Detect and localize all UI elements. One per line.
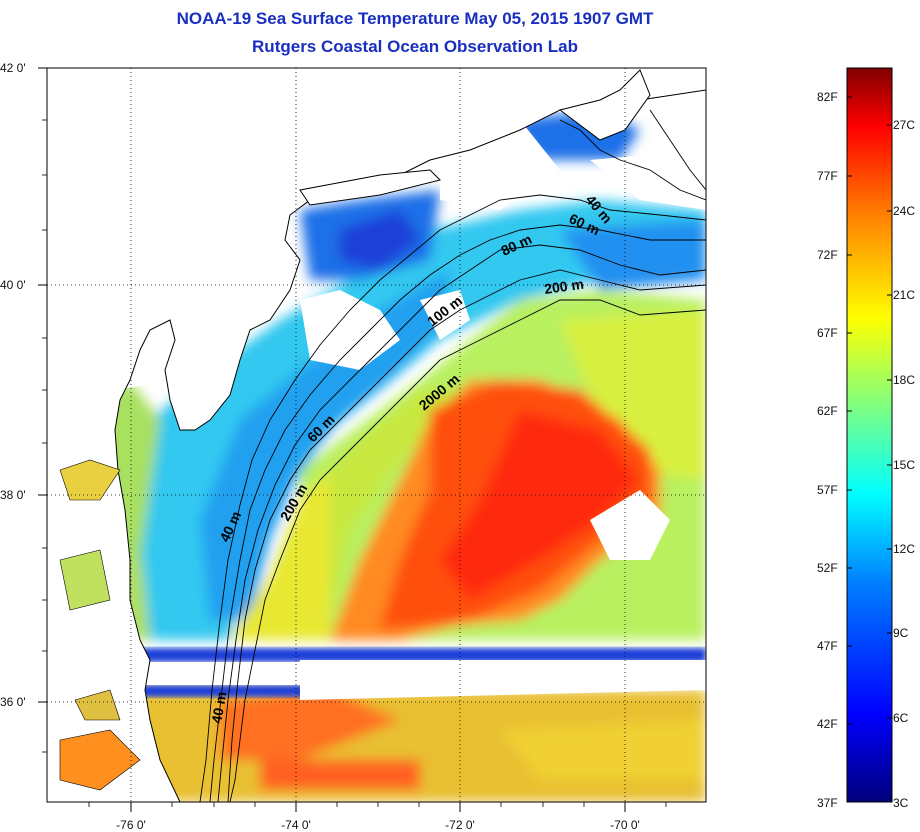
sst-field: 40 m 60 m 80 m 200 m 100 m 2000 m 60 m 4… bbox=[47, 68, 706, 802]
colorbar-label-f: 72F bbox=[817, 248, 838, 262]
x-tick-label: -70 0' bbox=[610, 818, 640, 832]
y-tick-label: 36 0' bbox=[0, 695, 26, 709]
y-tick-label: 38 0' bbox=[0, 488, 26, 502]
colorbar-label-c: 9C bbox=[893, 626, 909, 640]
colorbar-label-f: 82F bbox=[817, 90, 838, 104]
bathymetry-contours bbox=[199, 109, 706, 802]
y-tick-label: 40 0' bbox=[0, 278, 26, 292]
colorbar-label-c: 6C bbox=[893, 711, 909, 725]
colorbar-label-c: 24C bbox=[893, 204, 916, 218]
x-tick-label: -72 0' bbox=[445, 818, 475, 832]
contour-label: 40 m bbox=[208, 690, 229, 724]
x-tick-label: -74 0' bbox=[281, 818, 311, 832]
colorbar-label-c: 21C bbox=[893, 288, 916, 302]
colorbar-label-f: 62F bbox=[817, 404, 838, 418]
map-title: NOAA-19 Sea Surface Temperature May 05, … bbox=[176, 9, 654, 28]
colorbar-label-f: 47F bbox=[817, 639, 838, 653]
colorbar-label-c: 12C bbox=[893, 542, 916, 556]
colorbar-label-f: 42F bbox=[817, 717, 838, 731]
plot-frame bbox=[46, 67, 707, 803]
x-tick-label: -76 0' bbox=[116, 818, 146, 832]
colorbar-label-c: 27C bbox=[893, 118, 916, 132]
map-subtitle: Rutgers Coastal Ocean Observation Lab bbox=[252, 37, 578, 56]
colorbar-label-f: 77F bbox=[817, 169, 838, 183]
colorbar-label-f: 37F bbox=[817, 796, 838, 810]
colorbar-label-c: 18C bbox=[893, 373, 916, 387]
colorbar-label-f: 52F bbox=[817, 561, 838, 575]
colorbar-label-f: 57F bbox=[817, 483, 838, 497]
contour-label: 200 m bbox=[543, 276, 585, 297]
y-tick-label: 42 0' bbox=[0, 61, 26, 75]
colorbar-label-c: 15C bbox=[893, 458, 916, 472]
colorbar bbox=[846, 67, 893, 803]
colorbar-label-c: 3C bbox=[893, 796, 909, 810]
colorbar-label-f: 67F bbox=[817, 326, 838, 340]
